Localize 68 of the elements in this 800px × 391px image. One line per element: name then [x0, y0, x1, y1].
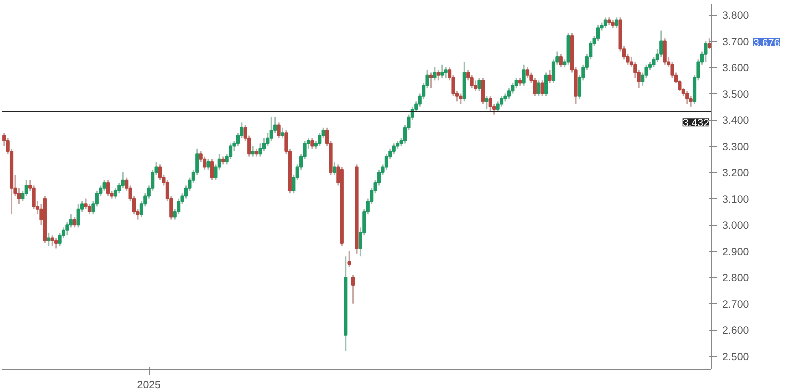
candlestick: [277, 122, 281, 140]
text: 3.676: [754, 38, 780, 50]
text: 2025: [137, 380, 162, 391]
candlestick: [559, 54, 563, 68]
candlestick: [106, 180, 110, 197]
candlestick: [507, 88, 511, 100]
y-tick-label: 2.700: [722, 298, 750, 311]
candlestick: [121, 172, 125, 190]
candlestick: [663, 38, 667, 66]
candlestick: [496, 100, 500, 113]
candlestick: [88, 203, 92, 216]
candlestick: [540, 80, 544, 98]
candlestick: [488, 96, 492, 113]
candlestick: [444, 66, 448, 79]
y-tick-label: 2.600: [722, 325, 750, 338]
candlestick: [440, 64, 444, 79]
candlestick: [76, 203, 80, 228]
candlestick: [481, 77, 486, 106]
candlestick: [500, 96, 504, 108]
candlestick: [258, 142, 262, 158]
candlestick: [596, 24, 600, 42]
y-tick-label: 3.000: [722, 220, 750, 232]
candlestick: [548, 69, 552, 84]
candlestick: [32, 184, 36, 210]
candlestick: [348, 250, 352, 268]
candlestick: [310, 138, 314, 150]
y-tick-label: 3.500: [722, 88, 750, 101]
candlestick: [459, 93, 463, 106]
y-tick-label: 2.500: [722, 351, 750, 364]
y-tick-label: 3.800: [722, 10, 750, 22]
candlestick: [280, 127, 285, 140]
candlestick: [84, 198, 88, 210]
candlestick: [102, 180, 106, 192]
candlestick: [332, 161, 337, 176]
y-tick-label: 2.900: [722, 246, 750, 258]
candlestick: [210, 158, 214, 182]
candlestick: [474, 80, 478, 92]
candlestick: [429, 72, 434, 90]
candlestick: [433, 66, 437, 82]
candlestick: [251, 146, 255, 158]
candlestick: [384, 153, 388, 171]
candlestick: [50, 234, 54, 247]
candlestick: [47, 232, 51, 247]
y-tick-label: 3.300: [722, 141, 750, 154]
y-tick-label: 3.400: [722, 115, 750, 128]
y-tick-label: 2.800: [722, 272, 750, 285]
y-tick-label: 3.700: [722, 36, 750, 48]
y-tick-label: 3.100: [722, 194, 750, 206]
candlestick: [54, 237, 58, 250]
candlestick: [158, 164, 162, 182]
candlestick: [73, 216, 77, 228]
candlestick: [436, 69, 440, 82]
candlestick: [206, 158, 210, 171]
candlestick: [485, 96, 489, 110]
candlestick: [522, 64, 526, 87]
candlestick: [704, 40, 708, 64]
candlestick: [686, 90, 690, 106]
y-tick-label: 3.600: [722, 62, 750, 75]
candlestick: [604, 16, 608, 29]
candlestick: [615, 16, 619, 29]
candlestick: [318, 132, 322, 148]
candlestick: [351, 274, 356, 305]
y-tick-label: 3.200: [722, 168, 750, 180]
candlestick: [537, 80, 541, 98]
candlestick: [544, 72, 548, 98]
candlestick: [228, 142, 233, 160]
candlestick: [533, 77, 537, 98]
candlestick: [478, 77, 482, 92]
